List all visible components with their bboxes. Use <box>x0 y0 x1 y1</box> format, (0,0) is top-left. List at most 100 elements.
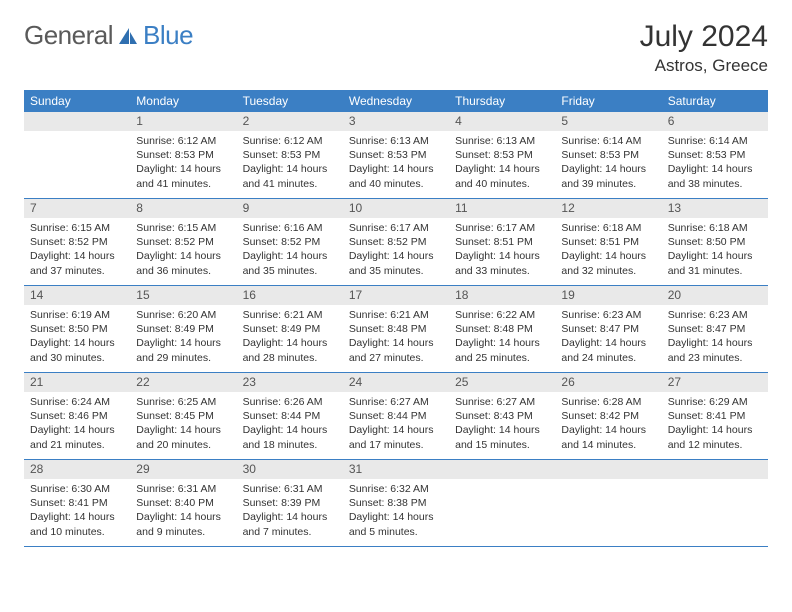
calendar-cell: 5Sunrise: 6:14 AMSunset: 8:53 PMDaylight… <box>555 112 661 199</box>
day-number: 22 <box>130 373 236 392</box>
sunrise-line: Sunrise: 6:12 AM <box>136 134 230 148</box>
calendar-cell: 21Sunrise: 6:24 AMSunset: 8:46 PMDayligh… <box>24 373 130 460</box>
calendar-cell: 8Sunrise: 6:15 AMSunset: 8:52 PMDaylight… <box>130 199 236 286</box>
sunset-line: Sunset: 8:44 PM <box>243 409 337 423</box>
logo: General Blue <box>24 20 193 51</box>
day-number <box>449 460 555 479</box>
sunrise-line: Sunrise: 6:22 AM <box>455 308 549 322</box>
day-body: Sunrise: 6:18 AMSunset: 8:51 PMDaylight:… <box>555 218 661 282</box>
day-body: Sunrise: 6:15 AMSunset: 8:52 PMDaylight:… <box>130 218 236 282</box>
daylight-line: Daylight: 14 hours and 37 minutes. <box>30 249 124 277</box>
sunset-line: Sunset: 8:38 PM <box>349 496 443 510</box>
daylight-line: Daylight: 14 hours and 12 minutes. <box>668 423 762 451</box>
day-number: 14 <box>24 286 130 305</box>
daylight-line: Daylight: 14 hours and 33 minutes. <box>455 249 549 277</box>
daylight-line: Daylight: 14 hours and 21 minutes. <box>30 423 124 451</box>
sunrise-line: Sunrise: 6:15 AM <box>30 221 124 235</box>
day-body: Sunrise: 6:12 AMSunset: 8:53 PMDaylight:… <box>130 131 236 195</box>
calendar-cell: 18Sunrise: 6:22 AMSunset: 8:48 PMDayligh… <box>449 286 555 373</box>
sunset-line: Sunset: 8:53 PM <box>243 148 337 162</box>
daylight-line: Daylight: 14 hours and 20 minutes. <box>136 423 230 451</box>
day-number: 3 <box>343 112 449 131</box>
daylight-line: Daylight: 14 hours and 39 minutes. <box>561 162 655 190</box>
day-body: Sunrise: 6:31 AMSunset: 8:39 PMDaylight:… <box>237 479 343 543</box>
day-number: 24 <box>343 373 449 392</box>
sunrise-line: Sunrise: 6:14 AM <box>561 134 655 148</box>
day-number: 19 <box>555 286 661 305</box>
day-number: 30 <box>237 460 343 479</box>
weekday-header: Saturday <box>662 90 768 112</box>
calendar-cell: 11Sunrise: 6:17 AMSunset: 8:51 PMDayligh… <box>449 199 555 286</box>
title-block: July 2024 Astros, Greece <box>640 20 768 76</box>
sunset-line: Sunset: 8:52 PM <box>349 235 443 249</box>
sunrise-line: Sunrise: 6:25 AM <box>136 395 230 409</box>
logo-text-1: General <box>24 20 113 51</box>
sunrise-line: Sunrise: 6:20 AM <box>136 308 230 322</box>
calendar-cell: 17Sunrise: 6:21 AMSunset: 8:48 PMDayligh… <box>343 286 449 373</box>
calendar-cell <box>662 460 768 547</box>
sunset-line: Sunset: 8:47 PM <box>561 322 655 336</box>
calendar-cell: 29Sunrise: 6:31 AMSunset: 8:40 PMDayligh… <box>130 460 236 547</box>
day-body: Sunrise: 6:23 AMSunset: 8:47 PMDaylight:… <box>555 305 661 369</box>
day-body <box>662 479 768 546</box>
day-body: Sunrise: 6:30 AMSunset: 8:41 PMDaylight:… <box>24 479 130 543</box>
calendar-cell: 15Sunrise: 6:20 AMSunset: 8:49 PMDayligh… <box>130 286 236 373</box>
day-number: 29 <box>130 460 236 479</box>
sunrise-line: Sunrise: 6:31 AM <box>136 482 230 496</box>
day-body: Sunrise: 6:24 AMSunset: 8:46 PMDaylight:… <box>24 392 130 456</box>
day-body: Sunrise: 6:29 AMSunset: 8:41 PMDaylight:… <box>662 392 768 456</box>
day-number: 5 <box>555 112 661 131</box>
sunrise-line: Sunrise: 6:23 AM <box>561 308 655 322</box>
daylight-line: Daylight: 14 hours and 35 minutes. <box>243 249 337 277</box>
day-body <box>24 131 130 198</box>
day-body: Sunrise: 6:19 AMSunset: 8:50 PMDaylight:… <box>24 305 130 369</box>
day-number: 9 <box>237 199 343 218</box>
sunrise-line: Sunrise: 6:26 AM <box>243 395 337 409</box>
sunset-line: Sunset: 8:41 PM <box>668 409 762 423</box>
calendar-cell: 3Sunrise: 6:13 AMSunset: 8:53 PMDaylight… <box>343 112 449 199</box>
sunrise-line: Sunrise: 6:13 AM <box>349 134 443 148</box>
daylight-line: Daylight: 14 hours and 18 minutes. <box>243 423 337 451</box>
calendar-cell: 25Sunrise: 6:27 AMSunset: 8:43 PMDayligh… <box>449 373 555 460</box>
sunrise-line: Sunrise: 6:14 AM <box>668 134 762 148</box>
calendar-cell: 28Sunrise: 6:30 AMSunset: 8:41 PMDayligh… <box>24 460 130 547</box>
sunrise-line: Sunrise: 6:17 AM <box>349 221 443 235</box>
day-body: Sunrise: 6:28 AMSunset: 8:42 PMDaylight:… <box>555 392 661 456</box>
day-body: Sunrise: 6:32 AMSunset: 8:38 PMDaylight:… <box>343 479 449 543</box>
calendar-row: 1Sunrise: 6:12 AMSunset: 8:53 PMDaylight… <box>24 112 768 199</box>
sunrise-line: Sunrise: 6:27 AM <box>349 395 443 409</box>
calendar-cell: 13Sunrise: 6:18 AMSunset: 8:50 PMDayligh… <box>662 199 768 286</box>
sunset-line: Sunset: 8:45 PM <box>136 409 230 423</box>
daylight-line: Daylight: 14 hours and 28 minutes. <box>243 336 337 364</box>
sunrise-line: Sunrise: 6:13 AM <box>455 134 549 148</box>
day-number: 15 <box>130 286 236 305</box>
weekday-header-row: SundayMondayTuesdayWednesdayThursdayFrid… <box>24 90 768 112</box>
sunset-line: Sunset: 8:47 PM <box>668 322 762 336</box>
sunrise-line: Sunrise: 6:32 AM <box>349 482 443 496</box>
sunrise-line: Sunrise: 6:31 AM <box>243 482 337 496</box>
day-number: 8 <box>130 199 236 218</box>
daylight-line: Daylight: 14 hours and 14 minutes. <box>561 423 655 451</box>
day-body: Sunrise: 6:14 AMSunset: 8:53 PMDaylight:… <box>662 131 768 195</box>
day-number: 25 <box>449 373 555 392</box>
calendar-cell: 1Sunrise: 6:12 AMSunset: 8:53 PMDaylight… <box>130 112 236 199</box>
day-number: 17 <box>343 286 449 305</box>
calendar-row: 7Sunrise: 6:15 AMSunset: 8:52 PMDaylight… <box>24 199 768 286</box>
day-body: Sunrise: 6:14 AMSunset: 8:53 PMDaylight:… <box>555 131 661 195</box>
day-body: Sunrise: 6:21 AMSunset: 8:49 PMDaylight:… <box>237 305 343 369</box>
calendar-cell: 20Sunrise: 6:23 AMSunset: 8:47 PMDayligh… <box>662 286 768 373</box>
sunset-line: Sunset: 8:53 PM <box>561 148 655 162</box>
day-number: 7 <box>24 199 130 218</box>
calendar-cell: 23Sunrise: 6:26 AMSunset: 8:44 PMDayligh… <box>237 373 343 460</box>
sunset-line: Sunset: 8:52 PM <box>136 235 230 249</box>
day-number: 26 <box>555 373 661 392</box>
sunrise-line: Sunrise: 6:16 AM <box>243 221 337 235</box>
day-body: Sunrise: 6:13 AMSunset: 8:53 PMDaylight:… <box>449 131 555 195</box>
day-body: Sunrise: 6:17 AMSunset: 8:51 PMDaylight:… <box>449 218 555 282</box>
day-number: 11 <box>449 199 555 218</box>
day-number: 18 <box>449 286 555 305</box>
day-number: 12 <box>555 199 661 218</box>
sunrise-line: Sunrise: 6:19 AM <box>30 308 124 322</box>
calendar-cell <box>555 460 661 547</box>
daylight-line: Daylight: 14 hours and 23 minutes. <box>668 336 762 364</box>
